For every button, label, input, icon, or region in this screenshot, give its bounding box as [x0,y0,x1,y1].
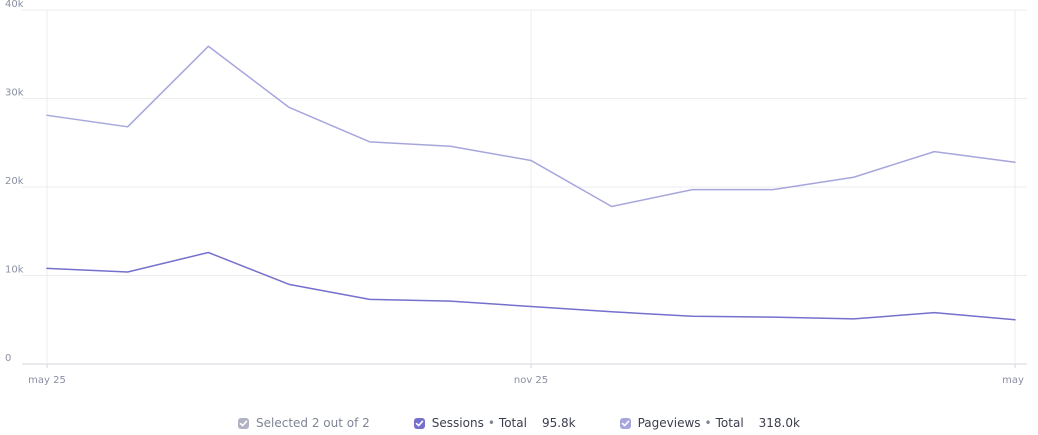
x-tick-label: may 25 [28,375,66,386]
y-tick-label: 10k [5,265,24,276]
legend-series-name: Pageviews [637,416,701,430]
legend-total-value: 318.0k [758,416,800,430]
legend: Selected 2 out of 2 Sessions • Total 95.… [0,412,1038,434]
x-tick-label: nov 25 [514,375,548,386]
y-tick-label: 30k [5,88,24,99]
legend-metric: Total [715,416,744,430]
checkbox-checked-icon[interactable] [238,417,250,429]
y-tick-label: 0 [5,353,11,364]
separator-dot: • [704,416,712,430]
legend-series-name: Sessions [431,416,484,430]
y-tick-label: 40k [5,0,24,10]
series-line-pageviews [46,45,1016,208]
y-axis-ticks: 0 10k 20k 30k 40k [5,0,24,364]
series-lines [46,45,1016,321]
gridlines [22,9,1027,368]
series-line-sessions [46,251,1016,321]
x-tick-label: may [1002,375,1024,386]
x-axis-ticks: may 25 nov 25 may [28,375,1024,386]
separator-dot: • [487,416,495,430]
legend-select-all[interactable]: Selected 2 out of 2 [238,416,370,430]
line-chart: 0 10k 20k 30k 40k may 25 nov 25 may [5,0,1027,386]
legend-item-pageviews[interactable]: Pageviews • Total 318.0k [619,416,800,430]
legend-item-sessions[interactable]: Sessions • Total 95.8k [413,416,576,430]
legend-selected-label: Selected 2 out of 2 [256,416,370,430]
y-tick-label: 20k [5,176,24,187]
legend-total-value: 95.8k [541,416,576,430]
checkbox-checked-icon[interactable] [619,417,631,429]
checkbox-checked-icon[interactable] [413,417,425,429]
legend-metric: Total [498,416,527,430]
